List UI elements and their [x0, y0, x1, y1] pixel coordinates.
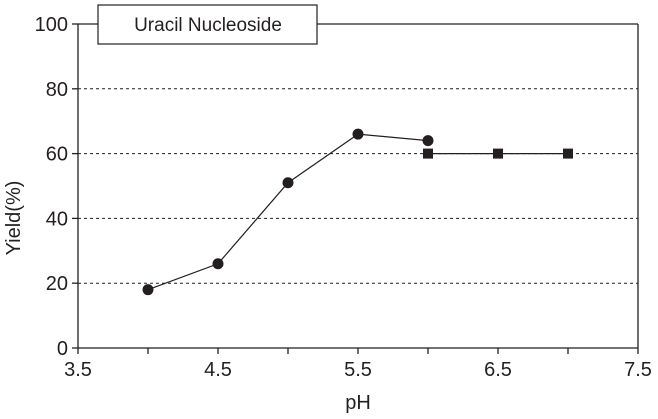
y-axis-label: Yield(%)	[3, 181, 25, 256]
series-2-point	[423, 148, 433, 159]
x-tick-label: 6.5	[484, 359, 512, 381]
series-1-point	[212, 258, 224, 270]
y-tick-label: 60	[46, 144, 68, 166]
series-1-point	[142, 284, 154, 296]
x-tick-label: 5.5	[344, 359, 372, 381]
x-tick-label: 7.5	[624, 359, 652, 381]
series-layer	[142, 128, 573, 296]
y-tick-label: 80	[46, 79, 68, 101]
axes: 0 20 40 60 80 100 3.5 4.5 5.5 6.5 7.5	[35, 14, 652, 381]
legend: Uracil Nucleoside	[97, 4, 318, 45]
y-tick-label: 0	[57, 338, 68, 360]
series-1-point	[422, 135, 434, 147]
x-tick-label: 4.5	[204, 359, 232, 381]
series-1-point	[352, 128, 364, 140]
series-2-point	[563, 148, 573, 159]
legend-label: Uracil Nucleoside	[134, 15, 282, 36]
series-2-point	[493, 148, 503, 159]
y-tick-label: 100	[35, 14, 68, 36]
y-tick-label: 20	[46, 273, 68, 295]
series-1-line	[147, 133, 429, 291]
grid-lines	[78, 88, 638, 284]
x-axis-label: pH	[345, 392, 371, 414]
y-tick-label: 40	[46, 208, 68, 230]
series-1-point	[282, 177, 294, 189]
x-tick-label: 3.5	[64, 359, 92, 381]
legend-box	[97, 4, 318, 45]
